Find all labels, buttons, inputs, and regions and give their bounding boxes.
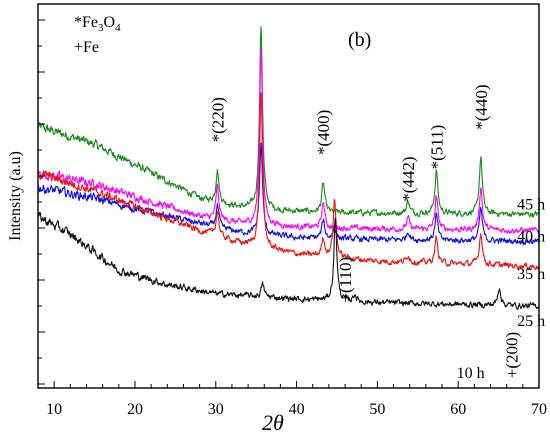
series-traces	[37, 25, 540, 311]
peak-annotation: *(511)	[427, 125, 446, 170]
series-line-3	[37, 92, 540, 271]
x-tick-label: 70	[531, 401, 547, 418]
x-tick-label: 20	[127, 401, 143, 418]
peak-annotations: *(220)*(311)*(400)*(442)*(511)*(440)+(11…	[208, 84, 522, 378]
legend-entry-fe3o4: *Fe3O4	[74, 14, 121, 34]
x-tick-label: 40	[289, 401, 305, 418]
legend: *Fe3O4 +Fe	[74, 14, 121, 56]
y-axis-ticks	[38, 19, 45, 385]
plot-frame	[37, 3, 540, 389]
x-tick-label: 60	[450, 401, 466, 418]
series-line-1	[37, 47, 540, 234]
legend-marker-2: +	[74, 39, 83, 56]
peak-annotation: *(400)	[314, 110, 333, 155]
peak-annotation: +(200)	[503, 332, 522, 378]
x-tick-label: 50	[369, 401, 385, 418]
series-label: 45 h	[517, 197, 545, 214]
legend-sub-3: 3	[98, 22, 104, 34]
peak-annotation: +(110)	[336, 257, 355, 303]
x-tick-label: 30	[208, 401, 224, 418]
series-line-2	[37, 142, 540, 246]
series-labels: 45 h 40 h 35 h 25 h 10 h	[457, 197, 546, 382]
peak-annotation: *(442)	[399, 156, 418, 201]
panel-label: (b)	[348, 29, 371, 51]
x-axis-label: 2θ	[262, 410, 284, 435]
peak-annotation: *(220)	[208, 97, 227, 142]
series-label: 40 h	[517, 228, 545, 245]
peak-annotation: *(440)	[472, 84, 491, 129]
legend-fe-label: Fe	[83, 39, 99, 56]
y-axis-label: Intensity (a.u)	[7, 151, 24, 241]
x-tick-label: 10	[46, 401, 62, 418]
legend-fe: Fe	[82, 14, 98, 31]
legend-sub-4: 4	[115, 22, 121, 34]
legend-o: O	[104, 14, 116, 31]
series-line-0	[37, 25, 540, 218]
legend-marker-1: *	[74, 14, 82, 31]
series-label: 25 h	[517, 313, 545, 330]
legend-entry-fe: +Fe	[74, 39, 99, 56]
series-label: 35 h	[517, 266, 545, 283]
series-line-4	[37, 211, 540, 311]
series-label: 10 h	[457, 365, 485, 382]
x-axis-ticks: 10 20 30 40 50 60 70	[37, 381, 547, 418]
